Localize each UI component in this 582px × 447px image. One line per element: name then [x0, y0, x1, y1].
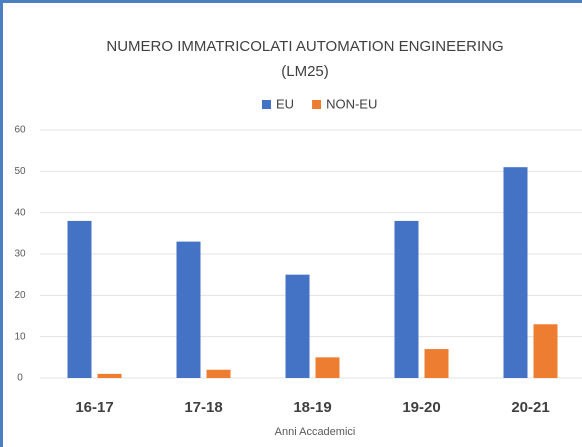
legend-label: NON-EU	[326, 96, 377, 111]
bar	[97, 373, 122, 378]
y-tick-label: 60	[14, 125, 26, 136]
y-tick-label: 10	[14, 331, 26, 342]
x-tick-label: 18-19	[293, 399, 331, 416]
chart-title: (LM25)	[281, 63, 329, 80]
chart-title: NUMERO IMMATRICOLATI AUTOMATION ENGINEER…	[106, 38, 503, 55]
x-axis-label: Anni Accademici	[275, 426, 356, 438]
y-tick-label: 20	[14, 290, 26, 301]
y-tick-label: 50	[14, 166, 26, 177]
x-tick-label: 17-18	[184, 399, 222, 416]
legend-label: EU	[276, 96, 294, 111]
x-tick-label: 16-17	[75, 399, 113, 416]
y-tick-label: 40	[14, 207, 26, 218]
legend-swatch	[312, 100, 322, 109]
bar	[206, 369, 231, 378]
bar	[503, 167, 528, 378]
bar	[394, 220, 419, 378]
bar	[424, 349, 449, 378]
bar	[315, 357, 340, 378]
x-tick-label: 19-20	[402, 399, 440, 416]
x-tick-label: 20-21	[511, 399, 549, 416]
bar	[533, 324, 558, 378]
bar	[176, 241, 201, 378]
y-tick-label: 30	[14, 249, 26, 260]
legend-swatch	[262, 100, 271, 109]
bar	[67, 220, 92, 378]
bar	[285, 274, 310, 378]
y-tick-label: 0	[17, 373, 23, 384]
